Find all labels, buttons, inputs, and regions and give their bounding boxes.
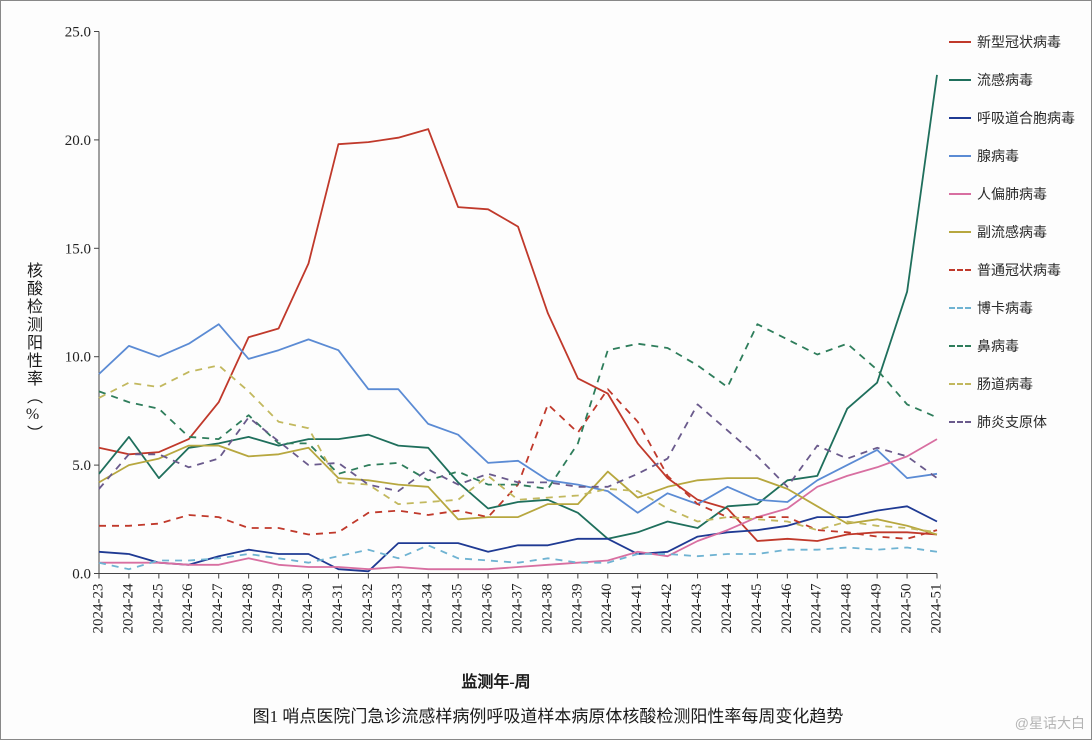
svg-text:2024-41: 2024-41	[629, 584, 645, 634]
svg-text:2024-48: 2024-48	[839, 584, 855, 634]
plot-area: 0.0 5.0 10.0 15.0 20.0 25.0 2024-23 2024-24 2024…	[49, 13, 943, 666]
plot-column: 0.0 5.0 10.0 15.0 20.0 25.0 2024-23 2024-24 2024…	[49, 13, 943, 692]
x-axis-label: 监测年-周	[461, 668, 530, 692]
svg-text:2024-51: 2024-51	[928, 584, 943, 634]
chart-frame: 核酸检测阳性率（%） 0.0 5.0 10.0 15.0 20.0 25.0 2024-23…	[0, 0, 1092, 740]
figure-caption: 图1 哨点医院门急诊流感样病例呼吸道样本病原体核酸检测阳性率每周变化趋势	[253, 702, 844, 727]
svg-text:10.0: 10.0	[65, 350, 91, 366]
legend-swatch	[949, 269, 971, 271]
legend-swatch	[949, 345, 971, 347]
svg-text:2024-35: 2024-35	[450, 584, 466, 634]
legend-label: 肠道病毒	[977, 374, 1033, 394]
svg-text:2024-33: 2024-33	[390, 584, 406, 634]
svg-text:2024-38: 2024-38	[539, 584, 555, 634]
legend-swatch	[949, 41, 971, 43]
svg-text:2024-37: 2024-37	[509, 583, 525, 633]
legend-swatch	[949, 117, 971, 119]
svg-text:0.0: 0.0	[72, 567, 91, 583]
legend-swatch	[949, 307, 971, 309]
svg-text:2024-25: 2024-25	[150, 584, 166, 634]
legend-label: 副流感病毒	[977, 222, 1047, 242]
svg-text:2024-24: 2024-24	[120, 583, 136, 633]
legend-swatch	[949, 231, 971, 233]
legend-label: 新型冠状病毒	[977, 32, 1061, 52]
svg-text:15.0: 15.0	[65, 241, 91, 257]
legend-item: 人偏肺病毒	[949, 175, 1081, 213]
svg-text:2024-27: 2024-27	[210, 583, 226, 633]
legend: 新型冠状病毒流感病毒呼吸道合胞病毒腺病毒人偏肺病毒副流感病毒普通冠状病毒博卡病毒…	[943, 13, 1081, 692]
legend-item: 肠道病毒	[949, 365, 1081, 403]
legend-swatch	[949, 383, 971, 385]
caption-row: 图1 哨点医院门急诊流感样病例呼吸道样本病原体核酸检测阳性率每周变化趋势	[15, 692, 1081, 727]
svg-text:2024-34: 2024-34	[420, 583, 436, 633]
legend-item: 博卡病毒	[949, 289, 1081, 327]
svg-text:2024-43: 2024-43	[689, 584, 705, 634]
svg-text:2024-32: 2024-32	[360, 584, 376, 634]
svg-text:2024-42: 2024-42	[659, 584, 675, 634]
legend-item: 鼻病毒	[949, 327, 1081, 365]
legend-label: 普通冠状病毒	[977, 260, 1061, 280]
svg-text:20.0: 20.0	[65, 133, 91, 149]
legend-item: 呼吸道合胞病毒	[949, 99, 1081, 137]
legend-item: 新型冠状病毒	[949, 23, 1081, 61]
svg-text:2024-23: 2024-23	[90, 584, 106, 634]
legend-item: 普通冠状病毒	[949, 251, 1081, 289]
x-axis-label-row: 监测年-周	[49, 666, 943, 692]
svg-text:2024-47: 2024-47	[809, 583, 825, 633]
y-axis-label-col: 核酸检测阳性率（%）	[15, 13, 49, 692]
svg-text:2024-30: 2024-30	[300, 584, 316, 634]
svg-text:2024-39: 2024-39	[569, 584, 585, 634]
svg-text:25.0: 25.0	[65, 25, 91, 41]
legend-item: 流感病毒	[949, 61, 1081, 99]
legend-label: 人偏肺病毒	[977, 184, 1047, 204]
legend-label: 呼吸道合胞病毒	[977, 108, 1075, 128]
legend-swatch	[949, 193, 971, 195]
legend-item: 肺炎支原体	[949, 403, 1081, 441]
legend-label: 腺病毒	[977, 146, 1019, 166]
y-axis-label: 核酸检测阳性率（%）	[20, 262, 44, 443]
svg-text:2024-36: 2024-36	[480, 583, 496, 633]
svg-text:2024-45: 2024-45	[749, 584, 765, 634]
legend-label: 博卡病毒	[977, 298, 1033, 318]
legend-item: 副流感病毒	[949, 213, 1081, 251]
svg-text:2024-44: 2024-44	[719, 583, 735, 633]
svg-text:2024-50: 2024-50	[899, 584, 915, 634]
svg-text:5.0: 5.0	[72, 458, 91, 474]
svg-text:2024-31: 2024-31	[330, 584, 346, 634]
legend-label: 肺炎支原体	[977, 412, 1047, 432]
svg-text:2024-26: 2024-26	[180, 583, 196, 633]
svg-text:2024-49: 2024-49	[869, 584, 885, 634]
legend-swatch	[949, 79, 971, 81]
legend-swatch	[949, 421, 971, 423]
svg-text:2024-40: 2024-40	[599, 584, 615, 634]
chart-row: 核酸检测阳性率（%） 0.0 5.0 10.0 15.0 20.0 25.0 2024-23…	[15, 13, 1081, 692]
legend-item: 腺病毒	[949, 137, 1081, 175]
svg-text:2024-28: 2024-28	[240, 584, 256, 634]
legend-label: 鼻病毒	[977, 336, 1019, 356]
line-chart-svg: 0.0 5.0 10.0 15.0 20.0 25.0 2024-23 2024-24 2024…	[49, 13, 943, 666]
svg-text:2024-29: 2024-29	[270, 584, 286, 634]
legend-label: 流感病毒	[977, 70, 1033, 90]
watermark: @星话大白	[1015, 713, 1085, 733]
legend-swatch	[949, 155, 971, 157]
svg-text:2024-46: 2024-46	[779, 583, 795, 633]
